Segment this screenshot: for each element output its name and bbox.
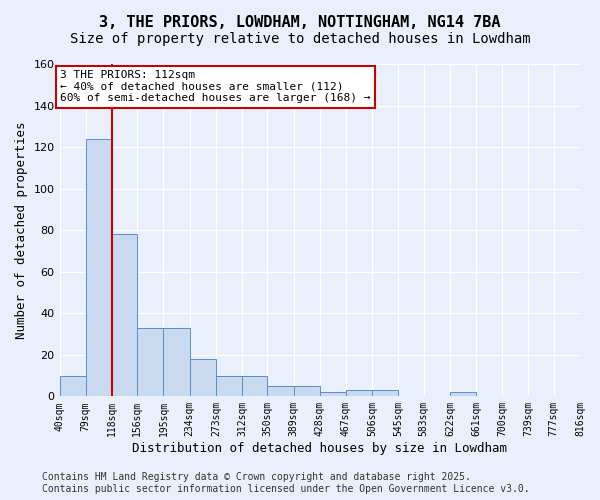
Bar [190, 359, 216, 397]
Bar [320, 392, 346, 396]
Bar [346, 390, 372, 396]
Bar [112, 234, 137, 396]
Bar [59, 376, 86, 396]
Bar [163, 328, 190, 396]
Bar [293, 386, 320, 396]
Bar [137, 328, 163, 396]
Y-axis label: Number of detached properties: Number of detached properties [15, 122, 28, 339]
Text: 3, THE PRIORS, LOWDHAM, NOTTINGHAM, NG14 7BA: 3, THE PRIORS, LOWDHAM, NOTTINGHAM, NG14… [99, 15, 501, 30]
Text: 3 THE PRIORS: 112sqm
← 40% of detached houses are smaller (112)
60% of semi-deta: 3 THE PRIORS: 112sqm ← 40% of detached h… [60, 70, 371, 103]
Text: Size of property relative to detached houses in Lowdham: Size of property relative to detached ho… [70, 32, 530, 46]
Text: Contains HM Land Registry data © Crown copyright and database right 2025.
Contai: Contains HM Land Registry data © Crown c… [42, 472, 530, 494]
Bar [86, 139, 112, 396]
Bar [242, 376, 268, 396]
Bar [372, 390, 398, 396]
X-axis label: Distribution of detached houses by size in Lowdham: Distribution of detached houses by size … [132, 442, 507, 455]
Bar [216, 376, 242, 396]
Bar [450, 392, 476, 396]
Bar [268, 386, 293, 396]
